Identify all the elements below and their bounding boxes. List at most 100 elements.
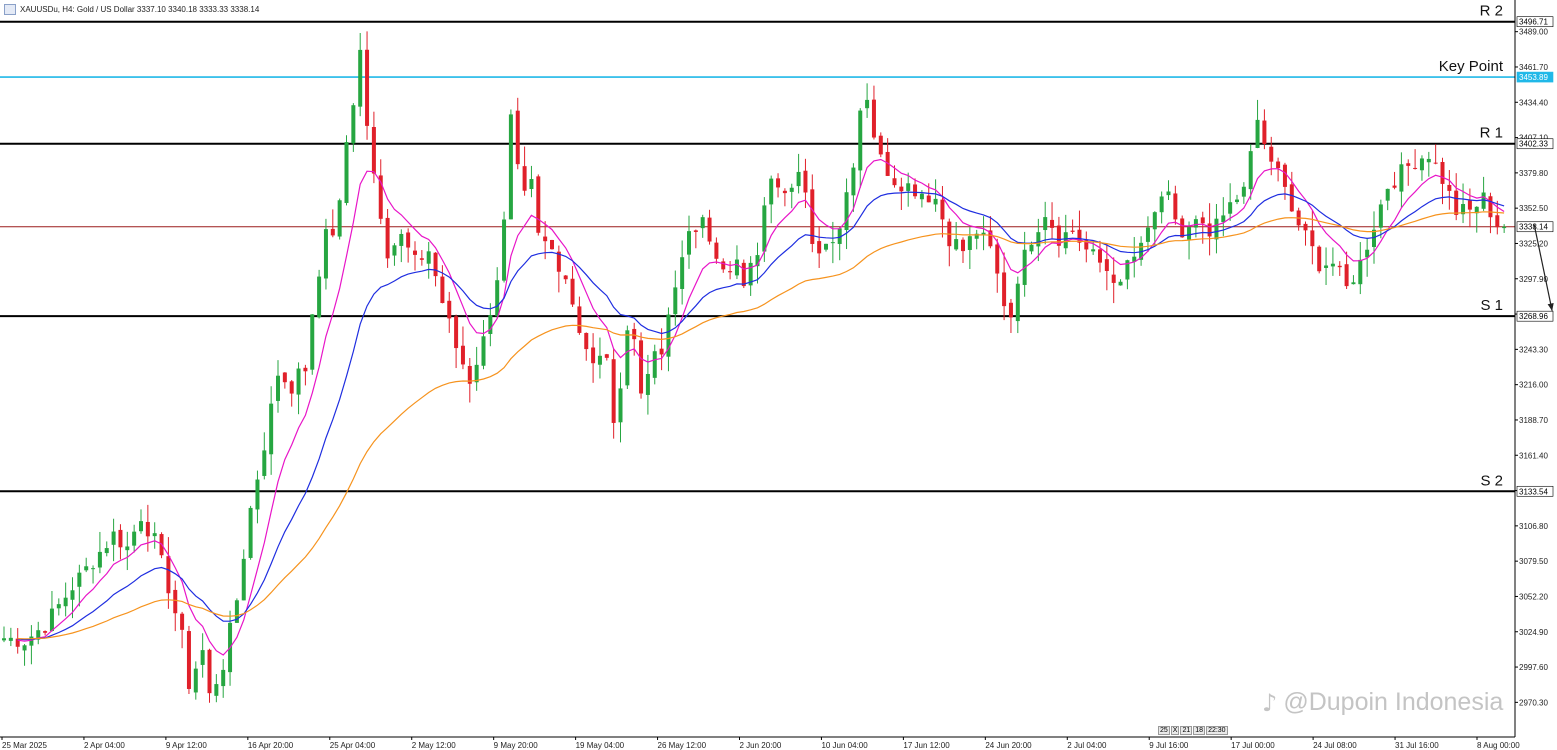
candle-body	[536, 176, 541, 233]
candle	[1228, 183, 1233, 221]
candle	[844, 178, 849, 250]
candle	[755, 242, 760, 284]
candle-body	[1159, 196, 1164, 213]
candle	[426, 241, 431, 279]
candle-body	[1228, 202, 1233, 214]
candle	[447, 291, 452, 333]
candle	[207, 648, 212, 703]
candle-body	[358, 49, 363, 107]
candle-body	[1050, 219, 1055, 228]
candle	[1419, 155, 1424, 181]
candle	[502, 211, 507, 283]
candle-body	[1351, 282, 1356, 285]
candle-body	[392, 245, 397, 256]
candle-body	[1344, 264, 1349, 287]
candle-body	[166, 556, 171, 594]
candle-body	[707, 217, 712, 242]
x-tick-label: 16 Apr 20:00	[248, 741, 294, 750]
candle-body	[385, 217, 390, 259]
candle-body	[913, 184, 918, 197]
candle	[550, 239, 554, 250]
candle	[1324, 247, 1329, 286]
price-tag-value: 3338.14	[1519, 223, 1548, 232]
candle-body	[940, 199, 945, 220]
price-tag	[1516, 485, 1554, 497]
candle-body	[173, 589, 178, 614]
candle	[378, 159, 383, 225]
candle	[584, 332, 589, 361]
candle	[84, 557, 89, 573]
candle-body	[961, 239, 965, 252]
candle	[1036, 218, 1041, 262]
candle	[1317, 245, 1322, 274]
candle-body	[255, 479, 260, 510]
candle-body	[1145, 227, 1150, 242]
period-button-3[interactable]: 21	[1180, 726, 1193, 735]
moving-average-line	[17, 158, 1505, 656]
candle-body	[1372, 229, 1376, 248]
level-label: R 1	[1480, 125, 1503, 142]
candle-body	[878, 135, 883, 155]
candle	[1406, 159, 1411, 186]
candle	[433, 252, 438, 287]
candle-body	[885, 151, 890, 176]
candle-body	[1002, 272, 1007, 307]
candle	[1481, 176, 1486, 211]
candle	[1426, 151, 1431, 177]
candle	[139, 509, 143, 534]
candle-body	[269, 403, 274, 455]
candle-body	[645, 373, 650, 395]
candle-body	[1426, 158, 1431, 163]
candle-body	[522, 166, 527, 191]
candle-body	[693, 230, 698, 232]
candle	[1125, 259, 1130, 290]
period-button-2[interactable]: X	[1170, 726, 1180, 735]
y-tick-label: 3297.90	[1519, 275, 1548, 284]
candle	[1091, 240, 1096, 255]
candle	[365, 31, 370, 140]
candle-body	[344, 142, 349, 203]
candle-body	[1091, 249, 1096, 252]
candle	[186, 625, 191, 695]
candle-body	[49, 608, 54, 632]
candle	[337, 198, 342, 240]
candle-body	[1015, 283, 1020, 322]
period-button-5[interactable]: 22:30	[1206, 726, 1228, 735]
x-tick-label: 9 Apr 12:00	[166, 741, 207, 750]
candle-body	[824, 243, 828, 250]
candle-body	[639, 340, 644, 394]
candle-body	[789, 187, 794, 192]
candle	[1132, 237, 1137, 278]
candle-body	[132, 531, 137, 546]
candle	[536, 174, 541, 236]
candle	[77, 564, 82, 607]
candle	[125, 531, 130, 571]
price-tag	[1516, 71, 1554, 83]
candle	[981, 216, 986, 251]
period-button-1[interactable]: 25	[1158, 726, 1170, 735]
candle	[693, 229, 698, 249]
candle	[63, 582, 68, 617]
candle-body	[1495, 215, 1500, 228]
candle-body	[1132, 256, 1137, 262]
candle-body	[597, 355, 602, 365]
symbol-menu-icon[interactable]	[4, 3, 16, 15]
candle	[1433, 144, 1438, 165]
candle	[995, 238, 1000, 293]
candle-body	[611, 359, 616, 423]
candle-body	[91, 568, 96, 570]
period-button-4[interactable]: 18	[1193, 726, 1206, 735]
candle-body	[419, 258, 424, 260]
candle-body	[1303, 223, 1308, 231]
candle-body	[337, 200, 342, 237]
candle-body	[1289, 184, 1294, 212]
candle	[1104, 243, 1109, 291]
candle	[1084, 231, 1089, 263]
candle-body	[118, 529, 123, 548]
projection-arrow-line	[1533, 224, 1553, 311]
candle	[1070, 219, 1075, 234]
candle-body	[687, 231, 691, 255]
candle-body	[1043, 217, 1048, 231]
